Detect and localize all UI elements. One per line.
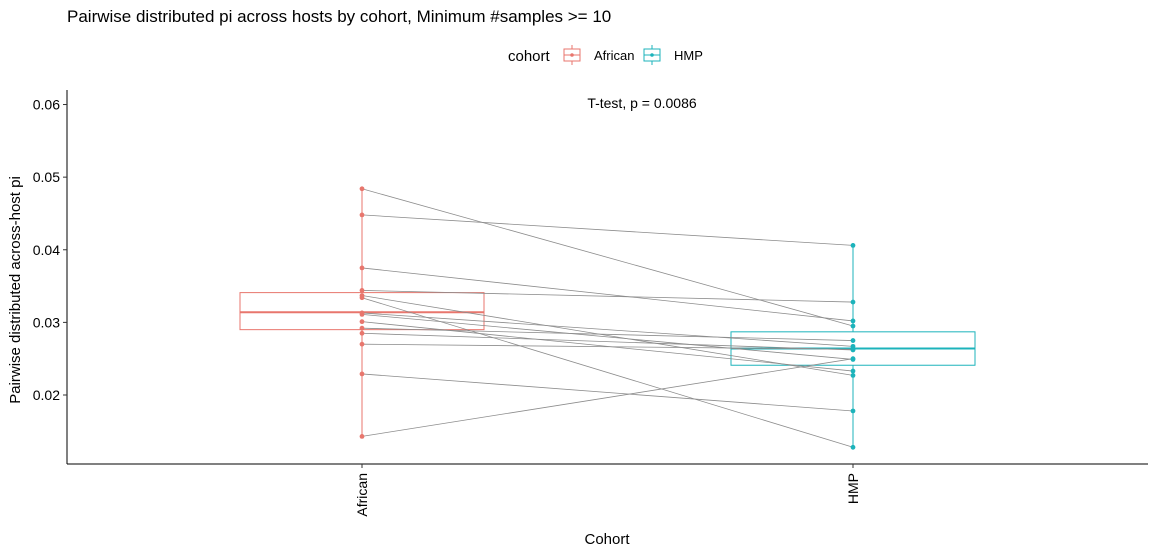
point-african xyxy=(359,434,365,439)
pair-line xyxy=(361,343,854,350)
pair-line xyxy=(361,312,854,347)
y-tick-label: 0.05 xyxy=(33,169,60,185)
point-hmp xyxy=(850,373,856,378)
point-african xyxy=(359,325,365,331)
pair-line xyxy=(361,327,854,341)
point-hmp xyxy=(850,299,856,305)
pair-line xyxy=(361,295,854,376)
x-axis-label: Cohort xyxy=(584,531,630,548)
legend-key-point xyxy=(570,53,574,57)
point-african xyxy=(359,319,365,325)
point-african xyxy=(359,341,365,347)
legend-key-point xyxy=(650,53,654,57)
legend-label: HMP xyxy=(674,48,703,63)
pair-line xyxy=(361,297,854,448)
chart-title: Pairwise distributed pi across hosts by … xyxy=(67,7,611,26)
point-hmp xyxy=(850,356,856,362)
legend: cohort African HMP xyxy=(508,45,703,65)
point-hmp xyxy=(850,323,856,329)
pair-line xyxy=(361,290,854,303)
point-hmp xyxy=(850,318,856,324)
pair-line xyxy=(361,358,854,437)
legend-label: African xyxy=(594,48,634,63)
plot-area: 0.02 0.03 0.04 0.05 0.06 African HMP xyxy=(33,90,1148,517)
x-tick-label: HMP xyxy=(845,473,861,504)
pair-line xyxy=(361,314,854,360)
legend-item-hmp: HMP xyxy=(643,45,703,65)
point-african xyxy=(359,186,365,192)
point-african xyxy=(359,265,365,271)
point-african xyxy=(359,371,365,377)
pair-line xyxy=(361,214,854,246)
point-hmp xyxy=(850,408,856,414)
y-axis-label: Pairwise distributed across-host pi xyxy=(7,176,24,404)
point-african xyxy=(359,295,365,301)
point-african xyxy=(359,212,365,218)
point-african xyxy=(359,288,365,293)
point-african xyxy=(359,330,365,336)
point-hmp xyxy=(850,346,856,352)
test-annotation: T-test, p = 0.0086 xyxy=(587,95,697,111)
point-hmp xyxy=(850,368,856,374)
pair-line xyxy=(361,373,854,412)
point-hmp xyxy=(850,444,856,450)
point-african xyxy=(359,312,365,317)
point-hmp xyxy=(850,338,856,343)
legend-item-african: African xyxy=(563,45,634,65)
y-tick-label: 0.04 xyxy=(33,242,60,258)
point-hmp xyxy=(850,243,856,248)
pair-line xyxy=(361,267,854,322)
y-tick-label: 0.06 xyxy=(33,97,60,113)
y-tick-label: 0.03 xyxy=(33,314,60,330)
legend-title: cohort xyxy=(508,48,551,65)
y-tick-label: 0.02 xyxy=(33,387,60,403)
x-tick-label: African xyxy=(354,473,370,517)
pair-line xyxy=(361,332,854,351)
pair-line xyxy=(361,188,854,327)
